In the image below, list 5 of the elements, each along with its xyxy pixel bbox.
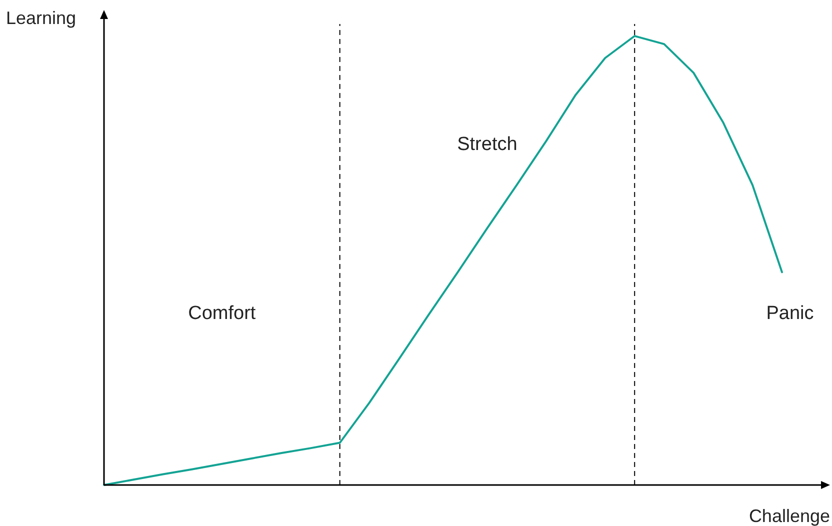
annotation: Comfort (188, 303, 256, 324)
y-axis-title: Learning (6, 8, 76, 28)
annotation: Stretch (457, 134, 518, 156)
annotation: Panic (766, 303, 814, 324)
x-axis-title: Challenge (748, 506, 830, 526)
